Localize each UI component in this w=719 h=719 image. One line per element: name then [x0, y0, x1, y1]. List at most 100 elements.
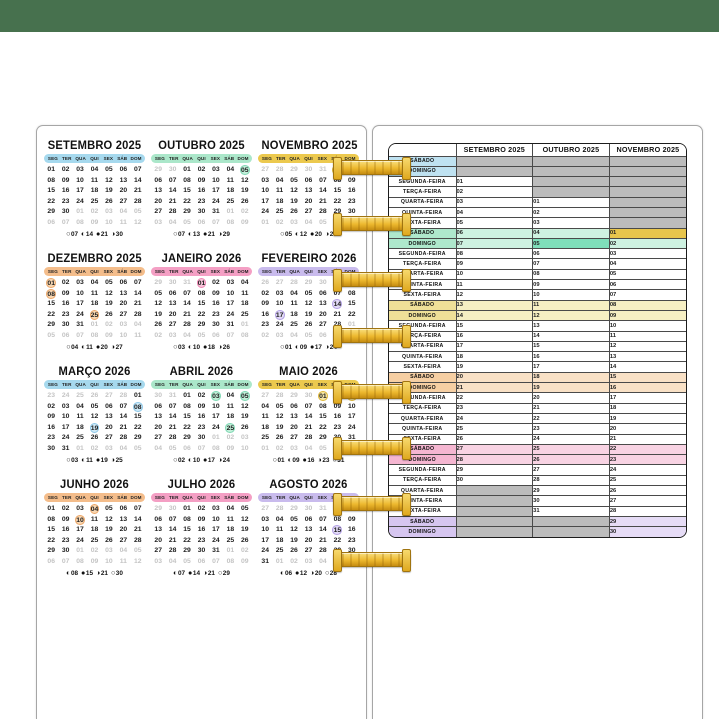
date-cell: 27: [102, 433, 116, 444]
moon-phase: ◐ 06: [280, 569, 292, 577]
date-cell: 21: [316, 197, 330, 208]
date-number: 17: [212, 187, 220, 195]
date-number: 05: [304, 331, 313, 339]
date-cell: 31: [345, 433, 359, 444]
date-cell: 11: [73, 412, 87, 423]
date-number: 05: [319, 444, 327, 452]
date-cell: 25: [87, 197, 101, 208]
date-cell: 21: [131, 525, 145, 536]
holiday-date: 04: [89, 504, 100, 515]
date-number: 28: [319, 547, 327, 555]
date-number: 31: [212, 208, 220, 216]
weekday-label: TER: [62, 382, 72, 387]
date-number: 04: [90, 166, 99, 174]
date-value-cell: 10: [455, 268, 534, 281]
date-number: 30: [197, 547, 206, 555]
date-cell: 03: [165, 331, 179, 342]
date-cell: 14: [316, 525, 330, 536]
date-cell: 28: [180, 320, 194, 331]
date-cell: 02: [87, 546, 101, 557]
date-value-cell: [532, 515, 610, 528]
moon-day: 14: [85, 230, 93, 238]
date-cell: 03: [102, 546, 116, 557]
date-number: 30: [348, 208, 356, 216]
date-number: 12: [105, 176, 113, 184]
date-number: 01: [241, 321, 249, 329]
weekday-label: DOM: [237, 156, 249, 161]
calendar-title: SETEMBRO 2025: [47, 138, 142, 152]
date-cell: 13: [102, 412, 116, 423]
date-number: 18: [90, 526, 99, 534]
date-cell: 23: [58, 197, 72, 208]
date-cell: 19: [102, 186, 116, 197]
date-cell: 08: [87, 331, 101, 342]
date-cell: 01: [44, 165, 58, 176]
date-number: 20: [290, 423, 298, 431]
date-cell: 08: [194, 289, 208, 300]
date-number: 05: [290, 176, 298, 184]
weekday-label: TER: [276, 156, 286, 161]
date-cell: 01: [194, 278, 208, 289]
spiral-coil: [333, 381, 411, 404]
date-cell: 10: [258, 186, 272, 197]
date-cell: 12: [131, 218, 145, 229]
moon-icon: ◑: [324, 342, 330, 351]
date-value-cell: 23: [532, 423, 610, 435]
date-number: 20: [304, 197, 313, 205]
date-cell: 03: [102, 207, 116, 218]
date-number: 07: [168, 515, 177, 523]
date-cell: 04: [165, 557, 179, 568]
date-number: 17: [212, 526, 220, 534]
weekday-label: SÁB: [117, 382, 128, 387]
weekday-label: SÁB: [224, 156, 235, 161]
date-cell: 21: [316, 536, 330, 547]
date-cell: 04: [116, 207, 130, 218]
date-cell: 08: [180, 515, 194, 526]
moon-icon: ○: [66, 229, 71, 238]
date-number: 28: [275, 505, 284, 513]
date-number: 27: [105, 392, 113, 400]
date-number: 28: [334, 320, 342, 330]
date-number: 19: [105, 187, 113, 195]
moon-icon: ◐: [66, 568, 71, 577]
date-number: 01: [76, 547, 84, 555]
date-cell: 08: [209, 444, 223, 455]
date-cell: 20: [301, 197, 315, 208]
table-row: QUINTA-FEIRA 30 27: [389, 495, 686, 507]
moon-phase: ◐ 08: [66, 569, 78, 577]
date-number: 26: [241, 536, 249, 544]
table-row: SÁBADO 29: [389, 515, 686, 528]
date-cell: 02: [44, 402, 58, 413]
date-cell: 16: [258, 310, 272, 321]
date-cell: 13: [116, 289, 130, 300]
date-number: 21: [134, 187, 142, 195]
moon-icon: ◐: [173, 568, 178, 577]
left-page: SETEMBRO 2025 SEG TER QUA QUI SEX SÁB DOM 01 02 03…: [36, 125, 367, 719]
table-row: QUINTA-FEIRA 18 16 13: [389, 351, 686, 363]
date-cell: 09: [209, 289, 223, 300]
date-number: 24: [212, 536, 220, 544]
moon-icon: ○: [66, 342, 71, 351]
moon-phase-row: ○ 07 ◐ 14 ● 21 ◑ 30: [44, 229, 145, 239]
date-value-cell: 15: [608, 371, 686, 384]
moon-phase-row: ○ 03 ◐ 11 ● 19 ◑ 25: [44, 455, 145, 465]
date-cell: 20: [116, 299, 130, 310]
date-cell: 04: [316, 557, 330, 568]
date-number: 04: [183, 331, 191, 339]
date-cell: 25: [272, 207, 286, 218]
date-value-cell: 18: [532, 371, 610, 384]
date-cell: 11: [287, 299, 301, 310]
date-cell: 06: [116, 165, 130, 176]
date-value-cell: 28: [608, 505, 686, 517]
moon-icon: ●: [295, 568, 300, 577]
date-number: 01: [261, 218, 269, 226]
date-number: 09: [348, 515, 356, 523]
date-number: 14: [119, 413, 128, 421]
table-row: QUARTA-FEIRA 03 01: [389, 196, 686, 208]
date-number: 03: [241, 434, 249, 442]
date-cell: 07: [131, 165, 145, 176]
date-cell: 04: [165, 218, 179, 229]
date-number: 10: [212, 176, 220, 184]
date-cell: 17: [345, 412, 359, 423]
